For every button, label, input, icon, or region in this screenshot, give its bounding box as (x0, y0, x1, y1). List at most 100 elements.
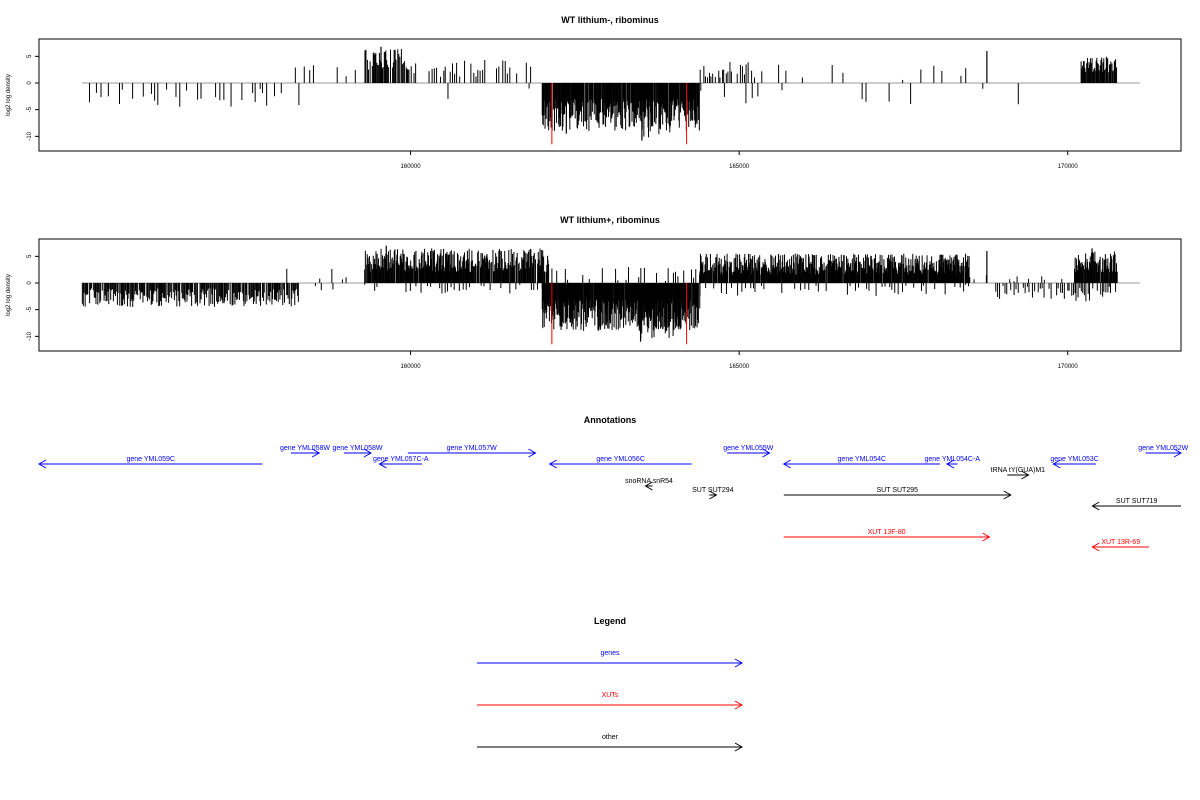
legend-title: Legend (594, 616, 626, 626)
annotation-feature: gene YML057W (407, 445, 537, 458)
feature-arrowhead (709, 490, 718, 500)
annotation-feature: SUT SUT719 (1091, 498, 1181, 511)
annotation-feature: gene YML054C-A (924, 456, 980, 469)
feature-arrowhead (945, 459, 955, 469)
annotations-title: Annotations (584, 415, 637, 425)
feature-label: SUT SUT719 (1116, 498, 1158, 505)
legend-arrowhead (734, 742, 744, 752)
coverage-segment (89, 83, 300, 107)
x-tick-label: 160000 (401, 364, 422, 370)
feature-arrowhead (528, 448, 537, 458)
annotation-feature: gene YML057C-A (373, 456, 429, 469)
feature-arrowhead (37, 459, 47, 469)
feature-arrowhead (982, 532, 991, 542)
legend-label: XUTs (602, 692, 619, 699)
coverage-segment (364, 49, 410, 83)
feature-label: SUT SUT294 (692, 487, 734, 494)
x-tick-label: 170000 (1058, 364, 1079, 370)
panel-title: WT lithium-, ribominus (561, 15, 659, 25)
feature-label: gene YML059C (126, 456, 175, 463)
coverage-segment (410, 59, 532, 83)
feature-label: gene YML056C (596, 456, 645, 463)
feature-label: XUT 13R-69 (1101, 539, 1140, 546)
axes: -10 -5 0 5 160000 165000 170000 (27, 54, 1078, 170)
annotation-feature: snoRNA snR54 (625, 478, 673, 491)
y-tick-label: -5 (27, 106, 33, 112)
feature-arrowhead (1003, 490, 1012, 500)
x-tick-label: 170000 (1058, 164, 1079, 170)
feature-label: gene YML057W (447, 445, 497, 452)
coverage-segment (699, 253, 970, 283)
legend-item: XUTs (477, 692, 744, 710)
coverage-segment (1080, 56, 1118, 83)
feature-arrowhead (1021, 470, 1030, 480)
coverage-segment (314, 283, 334, 291)
feature-arrowhead (1052, 459, 1061, 469)
coverage-panel-lithium-plus: WT lithium+, ribominus log2 log density … (6, 215, 1182, 370)
feature-arrowhead (378, 459, 387, 469)
coverage-segment (1074, 251, 1118, 283)
y-tick-label: 5 (27, 254, 33, 258)
x-tick-label: 165000 (729, 364, 750, 370)
coverage-segment (699, 62, 753, 83)
feature-label: gene YML058W (280, 445, 330, 452)
coverage-segment (364, 283, 543, 294)
x-tick-label: 160000 (401, 164, 422, 170)
annotation-feature: gene YML056C (548, 456, 692, 469)
y-axis-label: log2 log density (6, 274, 12, 316)
annotation-feature: XUT 13F-80 (783, 529, 991, 542)
coverage-segment (541, 283, 701, 331)
feature-label: gene YML057C-A (373, 456, 429, 463)
feature-arrowhead (762, 448, 771, 458)
coverage-segment (364, 248, 550, 283)
legend-items: genes XUTs other (477, 650, 744, 752)
annotation-feature: tRNA tY(GUA)M1 (991, 467, 1046, 480)
annotation-feature: gene YML055W (723, 445, 774, 458)
coverage-bars (81, 245, 1140, 345)
feature-arrowhead (311, 448, 321, 458)
feature-label: tRNA tY(GUA)M1 (991, 467, 1046, 474)
y-tick-label: 0 (27, 281, 33, 285)
legend-label: genes (600, 650, 620, 657)
coverage-segment (286, 268, 347, 283)
feature-label: gene YML055W (723, 445, 773, 452)
coverage-bars (82, 46, 1140, 145)
coverage-segment (294, 65, 356, 83)
coverage-segment (447, 83, 530, 99)
x-tick-label: 165000 (729, 164, 750, 170)
feature-label: gene YML053C (1050, 456, 1099, 463)
coverage-segment (753, 64, 967, 83)
y-tick-label: -10 (27, 131, 33, 140)
coverage-segment (81, 283, 299, 307)
feature-label: XUT 13F-80 (868, 529, 906, 536)
annotation-feature: gene YML052W (1138, 445, 1189, 458)
annotation-feature: gene YML054C (782, 456, 940, 469)
annotation-features: gene YML059C gene YML058W gene YML058W gene… (37, 445, 1189, 552)
legend-arrowhead (734, 658, 744, 668)
legend-label: other (602, 734, 619, 741)
feature-arrowhead (1173, 448, 1183, 458)
annotation-feature: SUT SUT295 (783, 487, 1012, 500)
feature-arrowhead (782, 459, 792, 469)
axes: -10 -5 0 5 160000 165000 170000 (27, 254, 1078, 370)
legend-arrowhead (734, 700, 744, 710)
coverage-segment (969, 275, 1063, 283)
y-tick-label: -5 (27, 306, 33, 312)
coverage-segment (551, 267, 701, 283)
annotation-feature: SUT SUT294 (692, 487, 734, 500)
feature-label: snoRNA snR54 (625, 478, 673, 485)
feature-arrowhead (363, 448, 372, 458)
coverage-panel-lithium-minus: WT lithium-, ribominus log2 log density … (6, 15, 1182, 170)
coverage-segment (995, 283, 1074, 299)
coverage-segment (699, 283, 970, 296)
feature-arrowhead (644, 481, 653, 491)
coverage-segment (640, 283, 681, 339)
feature-label: SUT SUT295 (877, 487, 919, 494)
annotation-feature: gene YML058W (332, 445, 383, 458)
feature-label: gene YML054C (838, 456, 887, 463)
y-tick-label: -10 (27, 331, 33, 340)
y-axis-label: log2 log density (6, 74, 12, 116)
feature-arrowhead (548, 459, 557, 469)
